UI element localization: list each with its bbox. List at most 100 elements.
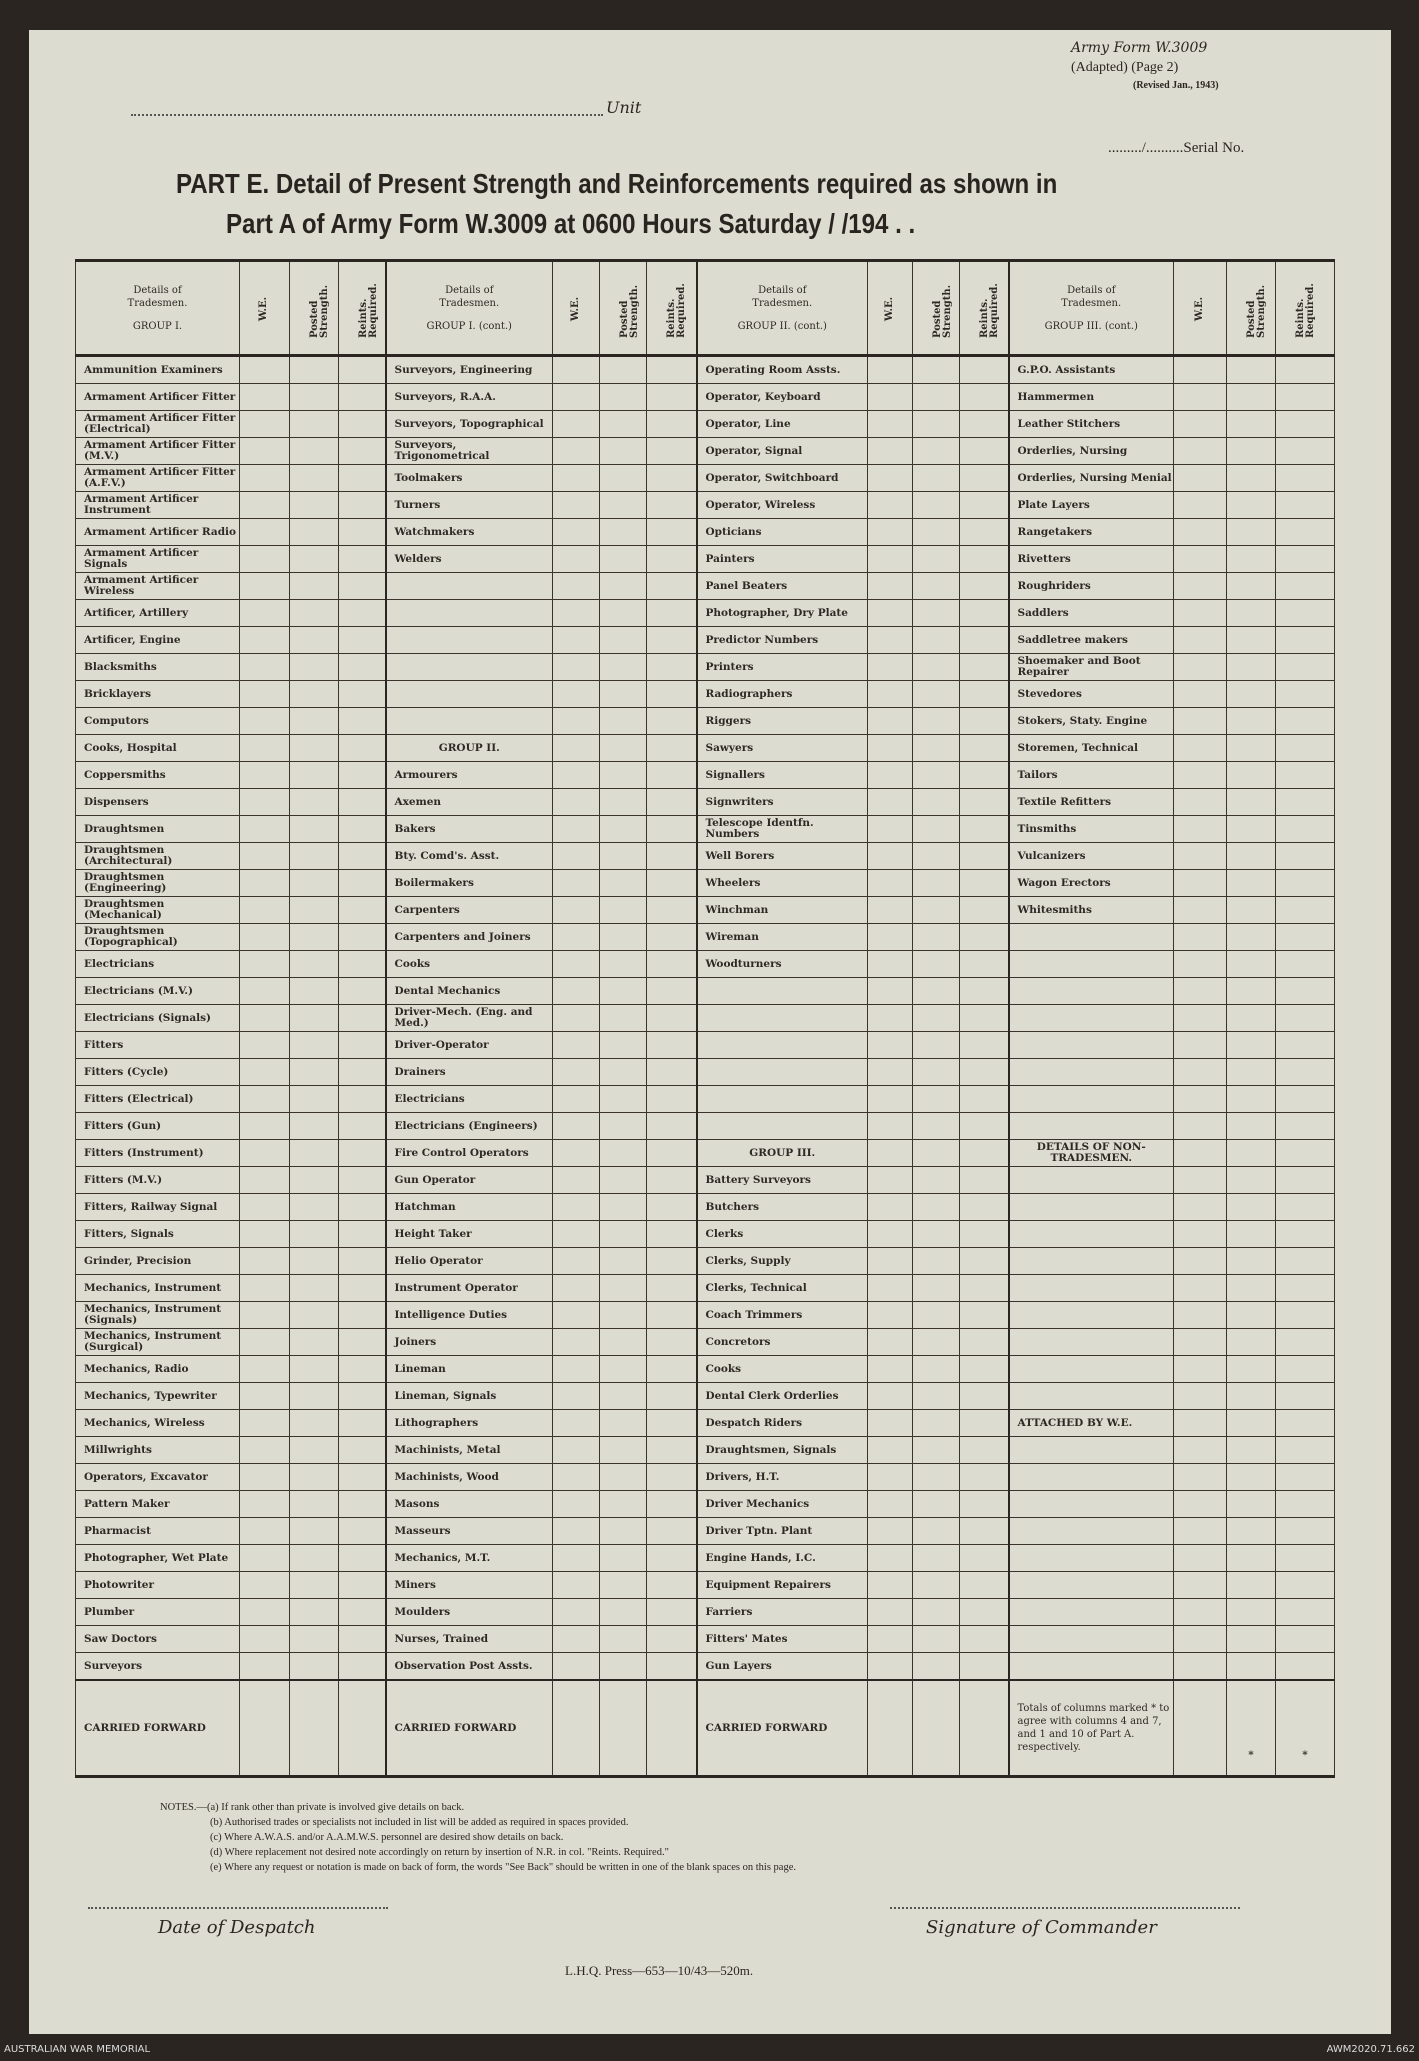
we-cell[interactable] <box>552 1409 600 1437</box>
posted-strength-cell[interactable] <box>1226 1382 1276 1410</box>
reinforcements-required-cell[interactable] <box>338 1463 386 1491</box>
we-cell[interactable] <box>1173 1004 1227 1032</box>
reinforcements-required-cell[interactable] <box>1275 680 1335 708</box>
reinforcements-required-cell[interactable] <box>338 1220 386 1248</box>
reinforcements-required-cell[interactable] <box>959 950 1009 978</box>
we-cell[interactable] <box>1173 842 1227 870</box>
we-cell[interactable] <box>867 518 913 546</box>
reinforcements-required-cell[interactable] <box>646 761 697 789</box>
posted-strength-cell[interactable] <box>289 1031 339 1059</box>
we-cell[interactable] <box>239 788 290 816</box>
reinforcements-required-cell[interactable] <box>1275 1382 1335 1410</box>
posted-strength-cell[interactable] <box>289 355 339 384</box>
reinforcements-required-cell[interactable] <box>1275 1355 1335 1383</box>
we-cell[interactable] <box>867 815 913 843</box>
reinforcements-required-total[interactable]: * <box>1275 1679 1335 1777</box>
reinforcements-required-cell[interactable] <box>646 869 697 897</box>
posted-strength-cell[interactable] <box>599 1058 647 1086</box>
posted-strength-cell[interactable] <box>1226 599 1276 627</box>
reinforcements-required-cell[interactable] <box>1275 626 1335 654</box>
we-cell[interactable] <box>239 1139 290 1167</box>
reinforcements-required-cell[interactable] <box>646 1571 697 1599</box>
reinforcements-required-cell[interactable] <box>1275 1058 1335 1086</box>
we-cell[interactable] <box>239 1058 290 1086</box>
we-cell[interactable] <box>867 977 913 1005</box>
we-cell[interactable] <box>552 815 600 843</box>
reinforcements-required-cell[interactable] <box>646 1301 697 1329</box>
reinforcements-required-cell[interactable] <box>1275 1517 1335 1545</box>
we-cell[interactable] <box>1173 815 1227 843</box>
we-cell[interactable] <box>867 680 913 708</box>
posted-strength-cell[interactable] <box>289 1409 339 1437</box>
posted-strength-cell[interactable] <box>599 1382 647 1410</box>
reinforcements-required-cell[interactable] <box>646 599 697 627</box>
reinforcements-required-cell[interactable] <box>1275 869 1335 897</box>
reinforcements-required-cell[interactable] <box>1275 599 1335 627</box>
reinforcements-required-cell[interactable] <box>1275 761 1335 789</box>
reinforcements-required-cell[interactable] <box>338 383 386 411</box>
we-cell[interactable] <box>552 626 600 654</box>
we-total[interactable] <box>552 1679 600 1777</box>
reinforcements-required-cell[interactable] <box>338 1193 386 1221</box>
reinforcements-required-cell[interactable] <box>1275 1436 1335 1464</box>
reinforcements-required-cell[interactable] <box>1275 1220 1335 1248</box>
reinforcements-required-cell[interactable] <box>646 1112 697 1140</box>
reinforcements-required-cell[interactable] <box>1275 977 1335 1005</box>
posted-strength-cell[interactable] <box>1226 1598 1276 1626</box>
posted-strength-cell[interactable] <box>599 1355 647 1383</box>
we-cell[interactable] <box>239 1220 290 1248</box>
posted-strength-cell[interactable] <box>1226 653 1276 681</box>
posted-strength-cell[interactable] <box>599 977 647 1005</box>
reinforcements-required-cell[interactable] <box>959 1490 1009 1518</box>
reinforcements-required-cell[interactable] <box>959 1625 1009 1653</box>
we-cell[interactable] <box>867 437 913 465</box>
posted-strength-cell[interactable] <box>912 545 960 573</box>
posted-strength-cell[interactable] <box>1226 1193 1276 1221</box>
we-total[interactable] <box>1173 1679 1227 1777</box>
reinforcements-required-cell[interactable] <box>959 1409 1009 1437</box>
we-cell[interactable] <box>552 491 600 519</box>
posted-strength-cell[interactable] <box>912 1463 960 1491</box>
reinforcements-required-cell[interactable] <box>959 1544 1009 1572</box>
reinforcements-required-cell[interactable] <box>959 1463 1009 1491</box>
we-cell[interactable] <box>552 977 600 1005</box>
reinforcements-required-cell[interactable] <box>959 1571 1009 1599</box>
posted-strength-cell[interactable] <box>599 815 647 843</box>
reinforcements-required-cell[interactable] <box>1275 355 1335 384</box>
we-total[interactable] <box>867 1679 913 1777</box>
posted-strength-cell[interactable] <box>289 518 339 546</box>
reinforcements-required-cell[interactable] <box>959 896 1009 924</box>
posted-strength-cell[interactable] <box>289 707 339 735</box>
reinforcements-required-cell[interactable] <box>338 1436 386 1464</box>
we-cell[interactable] <box>552 788 600 816</box>
reinforcements-required-cell[interactable] <box>338 788 386 816</box>
posted-strength-cell[interactable] <box>599 572 647 600</box>
posted-strength-cell[interactable] <box>912 1247 960 1275</box>
posted-strength-cell[interactable] <box>912 734 960 762</box>
we-cell[interactable] <box>867 491 913 519</box>
posted-strength-cell[interactable] <box>1226 896 1276 924</box>
we-cell[interactable] <box>1173 977 1227 1005</box>
we-cell[interactable] <box>1173 761 1227 789</box>
reinforcements-required-cell[interactable] <box>959 1247 1009 1275</box>
posted-strength-cell[interactable] <box>599 788 647 816</box>
reinforcements-required-cell[interactable] <box>1275 383 1335 411</box>
reinforcements-required-cell[interactable] <box>1275 1247 1335 1275</box>
posted-strength-cell[interactable] <box>912 1058 960 1086</box>
posted-strength-cell[interactable] <box>289 923 339 951</box>
we-cell[interactable] <box>867 1058 913 1086</box>
we-cell[interactable] <box>867 355 913 384</box>
we-cell[interactable] <box>239 1382 290 1410</box>
posted-strength-cell[interactable] <box>599 1517 647 1545</box>
reinforcements-required-cell[interactable] <box>1275 464 1335 492</box>
reinforcements-required-cell[interactable] <box>646 896 697 924</box>
posted-strength-cell[interactable] <box>289 464 339 492</box>
reinforcements-required-cell[interactable] <box>959 464 1009 492</box>
reinforcements-required-cell[interactable] <box>1275 1598 1335 1626</box>
we-cell[interactable] <box>867 1544 913 1572</box>
posted-strength-cell[interactable] <box>289 815 339 843</box>
we-cell[interactable] <box>552 572 600 600</box>
posted-strength-cell[interactable] <box>289 1328 339 1356</box>
reinforcements-required-cell[interactable] <box>338 626 386 654</box>
posted-strength-cell[interactable] <box>912 1355 960 1383</box>
